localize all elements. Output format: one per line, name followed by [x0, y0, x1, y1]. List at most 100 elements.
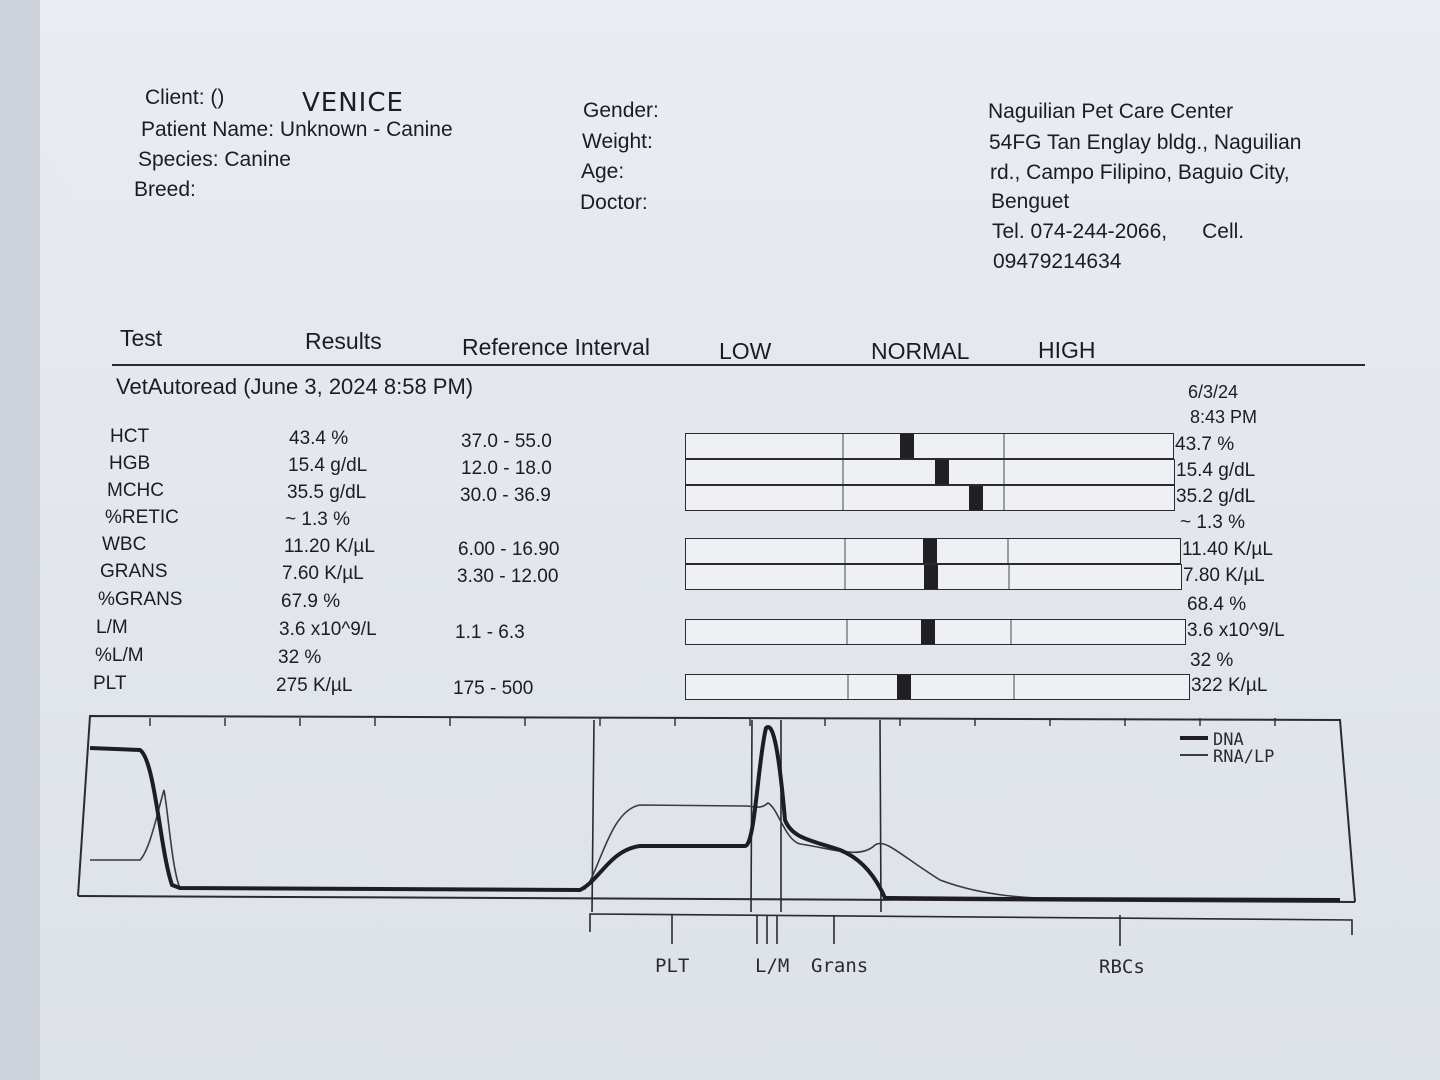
- test-name: %GRANS: [98, 589, 183, 610]
- result-marker: [923, 565, 938, 589]
- region-lm: L/M: [755, 955, 789, 977]
- test-result: 3.6 x10^9/L: [279, 619, 377, 640]
- range-bar: [685, 459, 1175, 485]
- test-result: 7.60 K/µL: [282, 563, 364, 584]
- patient-name: Patient Name: Unknown - Canine: [141, 118, 453, 141]
- previous-result: 3.6 x10^9/L: [1187, 620, 1285, 641]
- client-label: Client: (): [145, 86, 225, 109]
- range-bar: [685, 538, 1181, 564]
- result-marker: [934, 460, 949, 484]
- region-divider: [879, 719, 882, 913]
- previous-result: 322 K/µL: [1191, 675, 1268, 696]
- test-name: L/M: [96, 617, 128, 638]
- histogram-frame: [77, 714, 1356, 946]
- previous-result: 35.2 g/dL: [1176, 486, 1256, 507]
- reference-interval: 30.0 - 36.9: [460, 485, 551, 506]
- range-bar-divider: [1007, 565, 1010, 589]
- reference-interval: 37.0 - 55.0: [461, 431, 552, 452]
- reference-interval: 1.1 - 6.3: [455, 622, 525, 643]
- test-result: 11.20 K/µL: [284, 536, 375, 557]
- range-bar: [685, 619, 1186, 645]
- previous-result: 15.4 g/dL: [1176, 460, 1256, 481]
- age: Age:: [581, 160, 625, 183]
- region-grans: Grans: [811, 955, 868, 977]
- reference-interval: 12.0 - 18.0: [461, 458, 552, 479]
- col-normal: NORMAL: [871, 338, 970, 364]
- client-handwritten-name: VENICE: [302, 88, 404, 118]
- range-bar-divider: [1010, 620, 1013, 644]
- test-result: 35.5 g/dL: [287, 482, 367, 503]
- region-ruler: [589, 913, 1353, 935]
- gender: Gender:: [583, 99, 659, 122]
- region-plt: PLT: [655, 955, 689, 977]
- test-result: 15.4 g/dL: [288, 455, 368, 476]
- clinic-line: 09479214634: [993, 250, 1122, 273]
- result-marker: [969, 486, 984, 510]
- test-result: 67.9 %: [281, 591, 341, 612]
- col-high: HIGH: [1038, 337, 1096, 363]
- test-name: %L/M: [95, 645, 144, 666]
- range-bar: [685, 564, 1182, 590]
- clinic-line: rd., Campo Filipino, Baguio City,: [990, 161, 1290, 184]
- frame-border: [77, 714, 1356, 903]
- region-rbcs: RBCs: [1099, 956, 1145, 978]
- previous-run-date: 6/3/24: [1188, 382, 1239, 402]
- col-low: LOW: [719, 338, 772, 364]
- range-bar: [685, 485, 1175, 511]
- species: Species: Canine: [138, 148, 291, 171]
- reference-interval: 175 - 500: [453, 678, 534, 699]
- test-result: ~ 1.3 %: [285, 509, 350, 530]
- previous-result: 7.80 K/µL: [1183, 565, 1265, 586]
- range-bar-divider: [844, 565, 847, 589]
- paper-fold-shape: [40, 150, 70, 230]
- range-bar-divider: [1007, 539, 1010, 563]
- test-name: HGB: [109, 453, 151, 474]
- test-name: PLT: [93, 673, 127, 694]
- run-title: VetAutoread (June 3, 2024 8:58 PM): [116, 374, 474, 399]
- test-result: 275 K/µL: [276, 675, 353, 696]
- range-bar-divider: [1002, 434, 1005, 458]
- reference-interval: 6.00 - 16.90: [458, 539, 560, 560]
- histogram-legend: DNA RNA/LP: [1180, 730, 1274, 767]
- test-result: 32 %: [278, 647, 322, 668]
- clinic-line: Naguilian Pet Care Center: [988, 100, 1234, 123]
- reference-interval: 3.30 - 12.00: [457, 566, 559, 587]
- result-marker: [923, 539, 938, 563]
- clinic-line: Benguet: [991, 190, 1070, 213]
- range-bar: [685, 674, 1190, 700]
- legend-rna: RNA/LP: [1213, 747, 1274, 767]
- range-bar-divider: [1003, 460, 1006, 484]
- range-bar-divider: [1012, 675, 1015, 699]
- range-bar-divider: [1003, 486, 1006, 510]
- col-results: Results: [305, 328, 382, 354]
- test-result: 43.4 %: [289, 428, 349, 449]
- range-bar: [685, 433, 1174, 459]
- previous-run-time: 8:43 PM: [1190, 407, 1258, 427]
- rna-lp-curve: [90, 789, 1341, 901]
- previous-result: 11.40 K/µL: [1182, 539, 1273, 560]
- range-bar-divider: [845, 620, 848, 644]
- weight: Weight:: [582, 130, 653, 153]
- test-name: HCT: [110, 426, 150, 447]
- range-bar-divider: [846, 675, 849, 699]
- range-bar-divider: [841, 434, 844, 458]
- dna-curve: [89, 724, 1341, 902]
- test-name: GRANS: [100, 561, 168, 582]
- doctor: Doctor:: [580, 191, 648, 214]
- region-divider: [750, 719, 753, 913]
- header-rule: [112, 364, 1365, 366]
- legend-dna: DNA: [1213, 730, 1244, 750]
- col-reference: Reference Interval: [462, 334, 650, 360]
- test-name: WBC: [102, 534, 147, 555]
- previous-result: 68.4 %: [1187, 594, 1247, 615]
- result-marker: [897, 675, 912, 699]
- test-name: %RETIC: [105, 507, 179, 528]
- range-bar-divider: [844, 539, 847, 563]
- col-test: Test: [120, 325, 163, 351]
- range-bar-divider: [842, 486, 845, 510]
- result-marker: [920, 620, 935, 644]
- breed: Breed:: [134, 178, 196, 201]
- previous-result: 43.7 %: [1175, 434, 1235, 455]
- test-name: MCHC: [107, 480, 164, 501]
